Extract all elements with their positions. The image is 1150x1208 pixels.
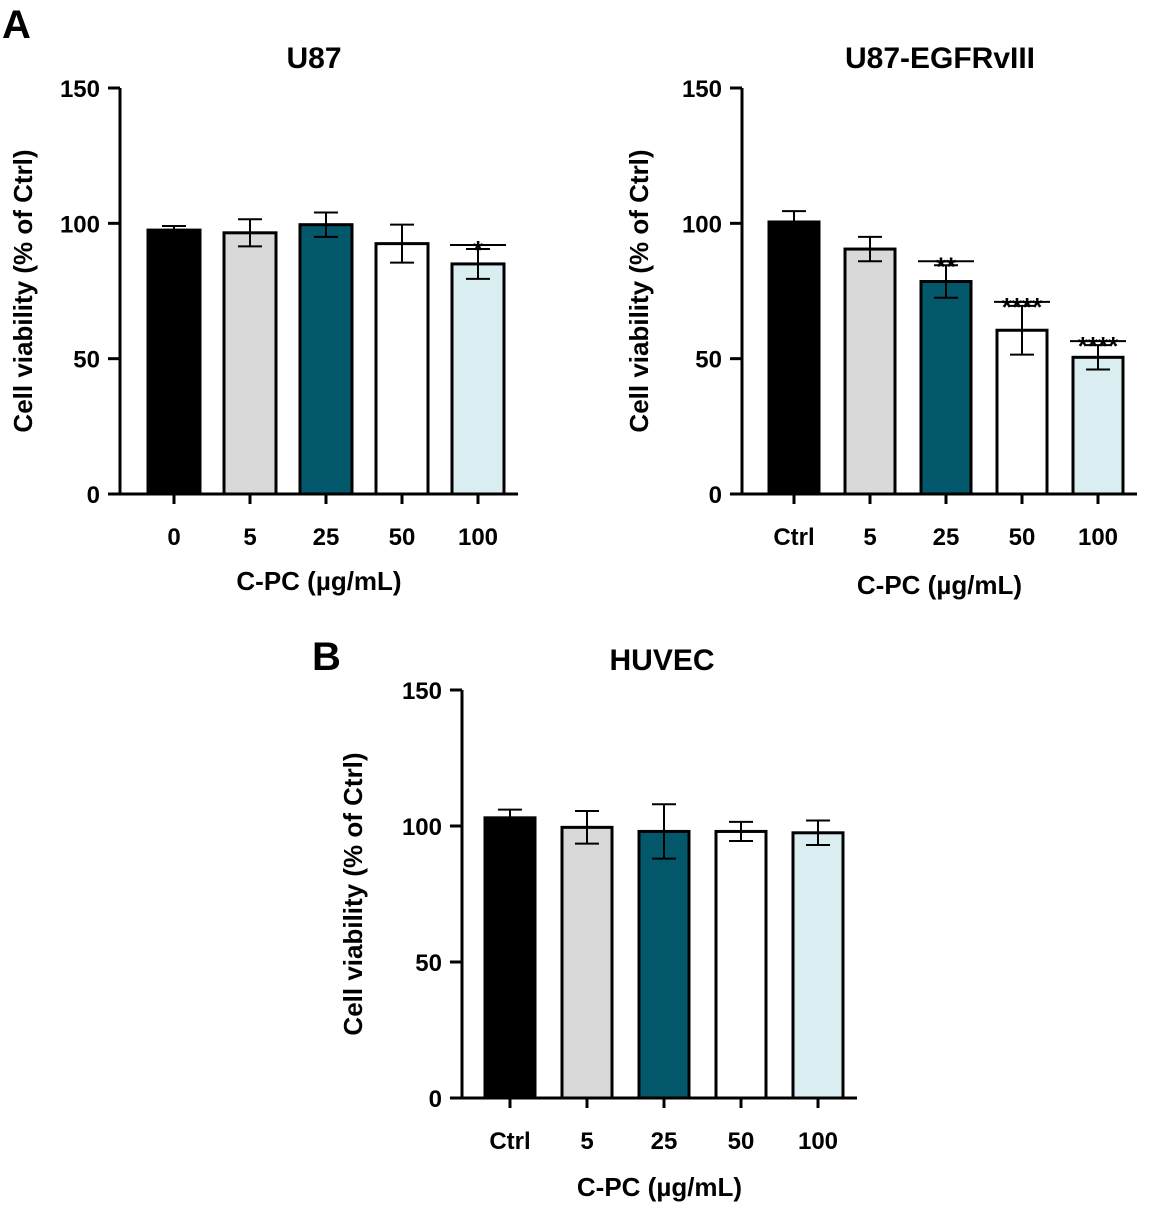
panel-label-a: A xyxy=(2,3,31,47)
x-tick-label: 100 xyxy=(798,1128,838,1155)
y-tick-label: 50 xyxy=(73,347,100,374)
bar xyxy=(374,242,430,496)
bar xyxy=(767,220,821,496)
bar xyxy=(637,829,691,1100)
y-axis-title: Cell viability (% of Ctrl) xyxy=(338,752,368,1035)
y-tick-label: 150 xyxy=(60,76,100,103)
x-axis-title: C-PC (µg/mL) xyxy=(857,570,1022,600)
x-axis-title: C-PC (µg/mL) xyxy=(577,1172,742,1202)
chart-u87: U87 0 50 100 150 0 5 25 50 * 100 C-PC (µg/mL) Cell v… xyxy=(8,42,518,596)
x-tick-label: 25 xyxy=(313,524,340,551)
chart-title: HUVEC xyxy=(609,644,714,677)
significance-label: * xyxy=(473,235,484,265)
x-tick-label: 100 xyxy=(1078,524,1118,551)
y-tick-label: 150 xyxy=(682,76,722,103)
x-tick-label: 0 xyxy=(167,524,180,551)
x-tick-label: 50 xyxy=(389,524,416,551)
bar xyxy=(1071,355,1125,496)
x-tick-label: Ctrl xyxy=(489,1128,530,1155)
bar xyxy=(791,831,845,1100)
chart-huvec: HUVEC 0 50 100 150 Ctrl 5 25 50 100 C-PC (µg/mL) Ce… xyxy=(338,644,857,1202)
x-tick-label: 50 xyxy=(728,1128,755,1155)
y-tick-label: 0 xyxy=(709,482,722,509)
y-tick-label: 0 xyxy=(429,1086,442,1113)
y-tick-label: 150 xyxy=(402,678,442,705)
x-tick-label: Ctrl xyxy=(773,524,814,551)
y-axis-title: Cell viability (% of Ctrl) xyxy=(624,149,654,432)
bar xyxy=(146,228,202,496)
y-tick-label: 50 xyxy=(695,347,722,374)
x-tick-label: 5 xyxy=(863,524,876,551)
bar xyxy=(995,328,1049,496)
y-axis-title: Cell viability (% of Ctrl) xyxy=(8,149,38,432)
y-tick-label: 100 xyxy=(60,211,100,238)
y-tick-label: 50 xyxy=(415,950,442,977)
panel-label-b: B xyxy=(312,635,341,679)
x-tick-label: 100 xyxy=(458,524,498,551)
y-tick-label: 100 xyxy=(682,211,722,238)
x-tick-label: 5 xyxy=(580,1128,593,1155)
bar xyxy=(560,825,614,1100)
chart-u87-egfrviii: U87-EGFRvIII 0 50 100 150 Ctrl 5 ** 25 **** 50 ****… xyxy=(624,42,1137,600)
y-tick-label: 0 xyxy=(87,482,100,509)
bar xyxy=(298,223,354,496)
chart-title: U87-EGFRvIII xyxy=(845,42,1035,75)
significance-label: **** xyxy=(1078,331,1119,361)
x-axis-title: C-PC (µg/mL) xyxy=(236,566,401,596)
bar xyxy=(222,231,278,496)
x-tick-label: 5 xyxy=(243,524,256,551)
x-tick-label: 25 xyxy=(933,524,960,551)
bar xyxy=(450,262,506,496)
x-tick-label: 25 xyxy=(651,1128,678,1155)
bar xyxy=(483,816,537,1100)
bar xyxy=(843,247,897,496)
significance-label: ** xyxy=(936,251,957,281)
y-tick-label: 100 xyxy=(402,814,442,841)
significance-label: **** xyxy=(1002,292,1043,322)
bar xyxy=(714,829,768,1100)
bar xyxy=(919,280,973,496)
x-tick-label: 50 xyxy=(1009,524,1036,551)
chart-title: U87 xyxy=(286,42,341,75)
